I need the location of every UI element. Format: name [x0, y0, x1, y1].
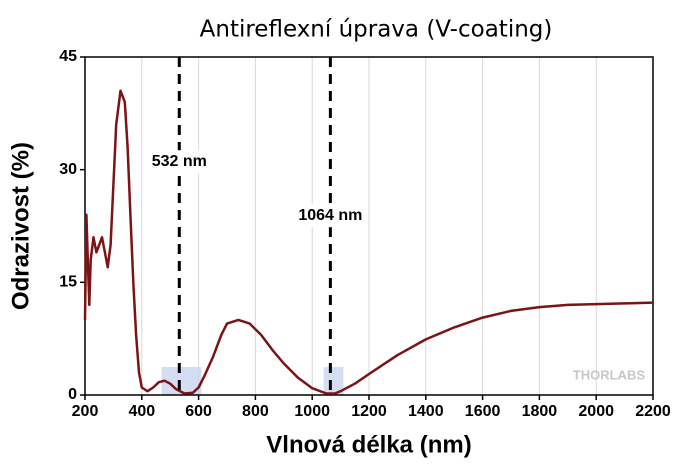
- highlight: [323, 367, 344, 395]
- y-axis-title: Odrazivost (%): [7, 142, 34, 310]
- x-tick-label: 1800: [522, 403, 558, 420]
- x-tick-label: 600: [185, 403, 212, 420]
- y-tick-label: 30: [59, 161, 77, 178]
- y-tick-label: 15: [59, 274, 77, 291]
- x-tick-label: 1600: [465, 403, 501, 420]
- x-tick-label: 1200: [351, 403, 387, 420]
- x-tick-label: 2000: [578, 403, 614, 420]
- watermark: THORLABS: [573, 367, 646, 382]
- y-tick-label: 45: [59, 48, 77, 65]
- annotation-bg: [145, 150, 213, 174]
- annotation: 532 nm: [152, 153, 207, 170]
- x-tick-label: 200: [72, 403, 99, 420]
- chart-title: Antireflexní úprava (V-coating): [200, 17, 553, 43]
- x-tick-label: 2200: [635, 403, 671, 420]
- annotation: 1064 nm: [298, 207, 362, 224]
- x-tick-label: 1400: [408, 403, 444, 420]
- x-tick-label: 1000: [294, 403, 330, 420]
- x-tick-label: 400: [128, 403, 155, 420]
- y-tick-label: 0: [68, 386, 77, 403]
- data-line: [83, 89, 654, 395]
- annotation-bg: [292, 204, 369, 228]
- x-tick-label: 800: [242, 403, 269, 420]
- x-axis-title: Vlnová délka (nm): [266, 431, 471, 458]
